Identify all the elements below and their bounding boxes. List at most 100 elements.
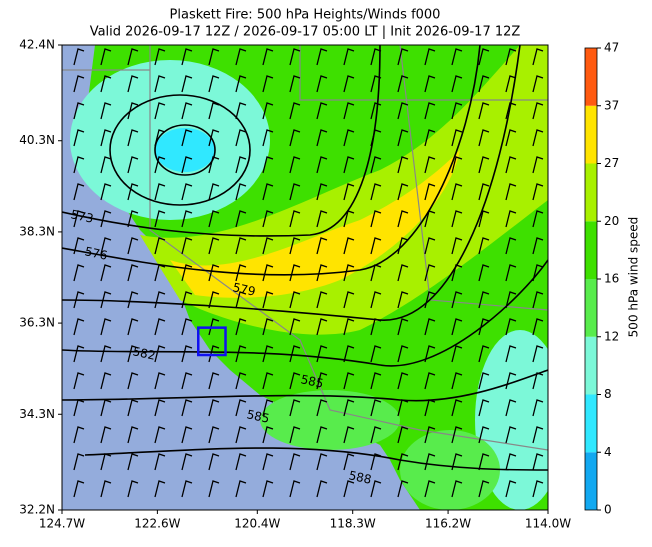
wind-barb <box>289 372 301 390</box>
wind-barb <box>100 291 112 309</box>
wind-barb <box>424 345 436 363</box>
wind-barb <box>208 372 220 390</box>
wind-barb <box>127 75 139 93</box>
wind-barb <box>127 210 139 228</box>
wind-barb <box>478 453 490 471</box>
contour-label: 585 <box>245 407 270 425</box>
wind-barb <box>127 372 139 390</box>
wind-barb <box>154 372 166 390</box>
wind-barb <box>235 399 247 417</box>
wind-barb <box>73 372 85 390</box>
wind-barb <box>181 318 193 336</box>
fire-box <box>197 326 227 357</box>
colorbar-tick-label: 0 <box>604 503 612 517</box>
wind-barb <box>451 453 463 471</box>
wind-barb <box>127 453 139 471</box>
wind-barb <box>478 129 490 147</box>
wind-barb <box>478 426 490 444</box>
wind-barb <box>397 480 409 498</box>
wind-barb <box>424 237 436 255</box>
wind-barb <box>316 372 328 390</box>
wind-barb <box>100 75 112 93</box>
colorbar-swatch <box>585 336 597 395</box>
wind-barb <box>505 102 517 120</box>
wind-barb <box>424 48 436 66</box>
wind-barb <box>289 318 301 336</box>
wind-barb <box>397 426 409 444</box>
wind-barb <box>532 318 544 336</box>
wind-barb <box>451 372 463 390</box>
colorbar-tick-label: 37 <box>604 98 619 112</box>
contour-label: 579 <box>231 280 256 298</box>
wind-barb <box>505 264 517 282</box>
wind-barb <box>451 48 463 66</box>
wind-barb <box>532 426 544 444</box>
colorbar-tick-label: 20 <box>604 214 619 228</box>
wind-barb <box>154 75 166 93</box>
wind-barb <box>208 102 220 120</box>
wind-barb <box>505 345 517 363</box>
wind-barb <box>73 237 85 255</box>
wind-barb <box>235 480 247 498</box>
wind-barb <box>505 237 517 255</box>
wind-barb <box>208 291 220 309</box>
wind-barb <box>235 318 247 336</box>
wind-barb <box>73 102 85 120</box>
wind-barb <box>289 264 301 282</box>
wind-barb <box>208 237 220 255</box>
wind-barb <box>235 264 247 282</box>
contour-line <box>109 94 251 206</box>
map <box>62 45 548 510</box>
wind-barb <box>262 345 274 363</box>
contour-label: 588 <box>347 468 372 486</box>
wind-barb <box>532 399 544 417</box>
wind-barb <box>100 399 112 417</box>
x-tick-label: 122.6W <box>134 517 180 531</box>
wind-barb <box>289 345 301 363</box>
colorbar-tick-label: 4 <box>604 445 612 459</box>
wind-barb <box>397 372 409 390</box>
wind-barb <box>478 102 490 120</box>
wind-barb <box>370 48 382 66</box>
colorbar-tick-label: 12 <box>604 329 619 343</box>
y-tick-label: 32.2N <box>19 503 55 517</box>
wind-barb <box>505 291 517 309</box>
wind-barb <box>235 453 247 471</box>
wind-barb <box>505 399 517 417</box>
y-tick-label: 34.3N <box>19 407 55 421</box>
wind-barb <box>424 210 436 228</box>
wind-barb <box>370 399 382 417</box>
wind-barb <box>451 129 463 147</box>
wind-barb <box>451 480 463 498</box>
y-tick-label: 40.3N <box>19 133 55 147</box>
wind-barb <box>451 345 463 363</box>
wind-barb <box>397 210 409 228</box>
wind-barb <box>343 345 355 363</box>
wind-barb <box>424 372 436 390</box>
wind-barb <box>181 291 193 309</box>
y-tick-label: 36.3N <box>19 316 55 330</box>
wind-barb <box>100 264 112 282</box>
wind-barb <box>370 102 382 120</box>
wind-barb <box>397 291 409 309</box>
wind-barb <box>181 102 193 120</box>
wind-barb <box>397 183 409 201</box>
wind-barb <box>181 183 193 201</box>
wind-barb <box>154 210 166 228</box>
colorbar-swatch <box>585 48 597 106</box>
wind-barb <box>343 480 355 498</box>
wind-barb <box>397 345 409 363</box>
wind-barb <box>343 318 355 336</box>
wind-barb <box>289 399 301 417</box>
wind-barb <box>100 345 112 363</box>
wind-barb <box>154 426 166 444</box>
wind-barb <box>397 237 409 255</box>
wind-barb <box>532 129 544 147</box>
wind-barb <box>424 75 436 93</box>
wind-barb <box>289 75 301 93</box>
wind-barb <box>154 129 166 147</box>
wind-barb <box>505 210 517 228</box>
contour-line <box>62 369 548 402</box>
wind-barb <box>262 318 274 336</box>
